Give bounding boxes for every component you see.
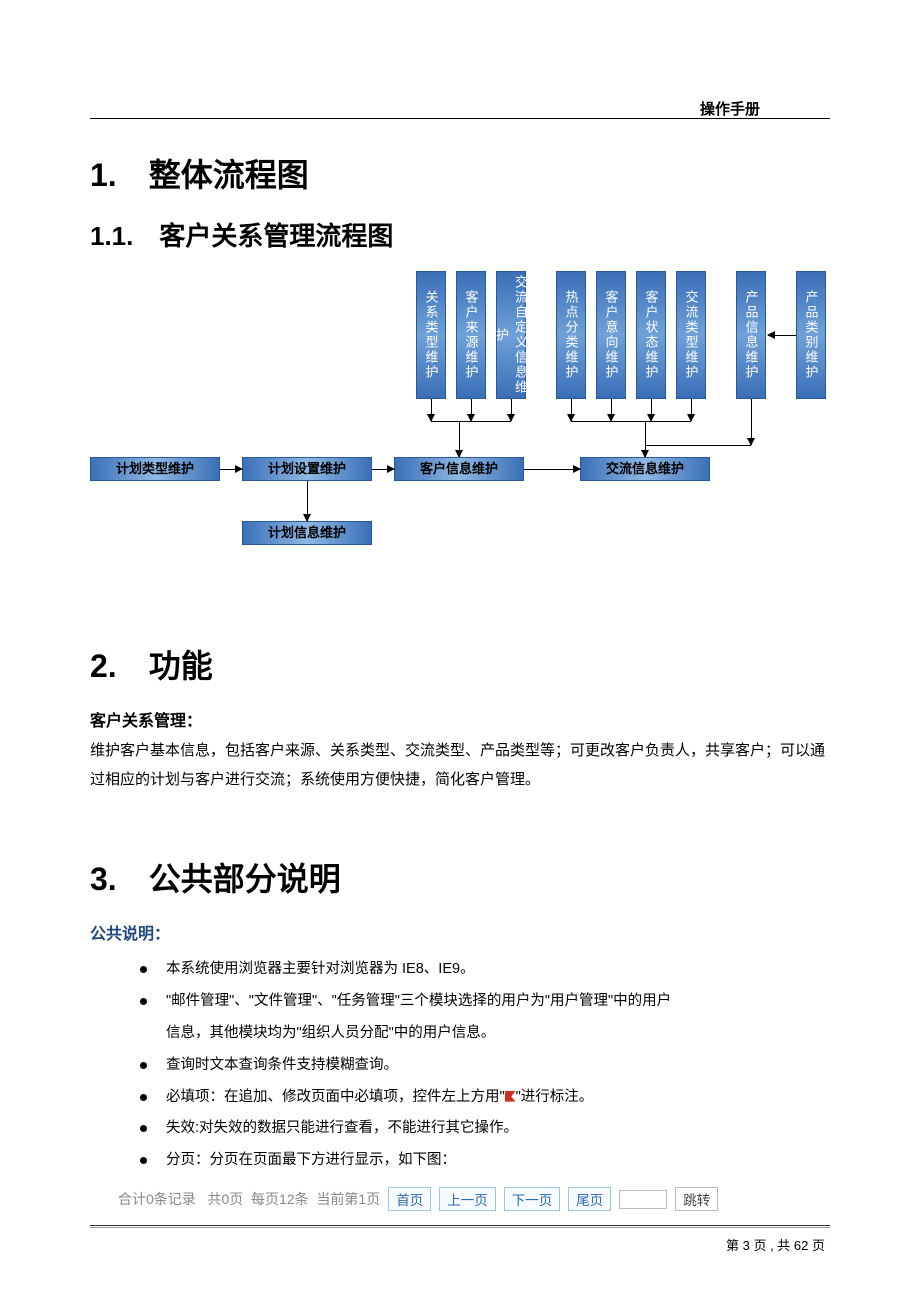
heading-3: 3. 公共部分说明 (90, 854, 830, 900)
pager-first-button[interactable]: 首页 (388, 1187, 431, 1211)
page-footer: 第 3 页 , 共 62 页 (726, 1235, 825, 1254)
flow-node-customer-source: 客户来源维护 (456, 271, 486, 399)
pager-jump-button[interactable]: 跳转 (675, 1187, 718, 1211)
flow-arrow-right (372, 469, 394, 470)
pager-label: 条 (295, 1191, 309, 1207)
list-item-text: 必填项：在追加、修改页面中必填项，控件左上方用" (166, 1089, 505, 1105)
footer-label: 页 , 共 (750, 1238, 794, 1253)
pager-label: 每页 (251, 1191, 279, 1207)
list-item: "邮件管理"、"文件管理"、"任务管理"三个模块选择的用户为"用户管理"中的用户… (140, 986, 830, 1050)
footer-label: 页 (808, 1238, 825, 1253)
pager-prev-button[interactable]: 上一页 (439, 1187, 496, 1211)
flow-connector (611, 399, 612, 421)
header-rule (90, 118, 830, 119)
footer-label: 第 (726, 1238, 743, 1253)
heading-1: 1. 整体流程图 (90, 150, 830, 196)
flow-arrow-down (307, 481, 308, 521)
flow-node-plan-info: 计划信息维护 (242, 521, 372, 545)
list-item-text: "邮件管理"、"文件管理"、"任务管理"三个模块选择的用户为"用户管理"中的用户 (166, 993, 671, 1009)
heading-2: 2. 功能 (90, 641, 830, 687)
pager-last-button[interactable]: 尾页 (568, 1187, 611, 1211)
pager-label: 条记录 (154, 1191, 196, 1207)
pager-label: 页 (366, 1191, 380, 1207)
flow-arrow-right (524, 469, 580, 470)
flow-arrow-down (459, 421, 460, 457)
list-item-text-tail: "进行标注。 (516, 1089, 594, 1105)
list-item: 本系统使用浏览器主要针对浏览器为 IE8、IE9。 (140, 954, 830, 986)
flow-arrow-right (220, 469, 242, 470)
pager-jump-input[interactable] (619, 1190, 667, 1209)
flow-node-customer-info: 客户信息维护 (394, 457, 524, 481)
section3-subhead: 公共说明： (90, 920, 830, 944)
footer-rule (90, 1225, 830, 1228)
pager-per-page: 12 (279, 1191, 295, 1207)
doc-header-title: 操作手册 (700, 98, 760, 119)
flow-node-product-info: 产品信息维护 (736, 271, 766, 399)
required-flag-icon (505, 1091, 516, 1102)
list-item: 失效:对失效的数据只能进行查看，不能进行其它操作。 (140, 1113, 830, 1145)
footer-total-pages: 62 (794, 1238, 808, 1253)
flow-arrow-down (645, 421, 646, 457)
flow-node-intention: 客户意向维护 (596, 271, 626, 399)
pager-next-button[interactable]: 下一页 (504, 1187, 561, 1211)
flow-node-relation-type: 关系类型维护 (416, 271, 446, 399)
footer-current-page: 3 (743, 1238, 750, 1253)
pager-label: 共 (207, 1191, 221, 1207)
flow-connector (691, 399, 692, 421)
public-notes-list: 本系统使用浏览器主要针对浏览器为 IE8、IE9。 "邮件管理"、"文件管理"、… (90, 954, 830, 1177)
document-page: 操作手册 1. 整体流程图 1.1. 客户关系管理流程图 关系类型维护 客户来源… (0, 0, 920, 1268)
flow-connector (571, 399, 572, 421)
flow-node-exchange-custom: 交流自定义信息维护 (496, 271, 526, 399)
flow-node-product-category: 产品类别维护 (796, 271, 826, 399)
flow-connector (645, 445, 751, 446)
list-item: 查询时文本查询条件支持模糊查询。 (140, 1050, 830, 1082)
list-item: 分页：分页在页面最下方进行显示，如下图： (140, 1145, 830, 1177)
flow-node-plan-setting: 计划设置维护 (242, 457, 372, 481)
flow-connector (431, 399, 432, 421)
pager-label: 当前第 (316, 1191, 358, 1207)
pager-summary: 合计0条记录 共0页 每页12条 当前第1页 (118, 1189, 380, 1209)
flow-connector (511, 399, 512, 421)
pager-total-records: 0 (146, 1191, 154, 1207)
section2-subhead: 客户关系管理： (90, 707, 830, 731)
flow-node-hotspot: 热点分类维护 (556, 271, 586, 399)
flow-connector (471, 399, 472, 421)
section2-paragraph: 维护客户基本信息，包括客户来源、关系类型、交流类型、产品类型等；可更改客户负责人… (90, 737, 830, 794)
list-item: 必填项：在追加、修改页面中必填项，控件左上方用" "进行标注。 (140, 1082, 830, 1114)
flow-node-exchange-type: 交流类型维护 (676, 271, 706, 399)
flow-node-exchange-info: 交流信息维护 (580, 457, 710, 481)
flow-node-status: 客户状态维护 (636, 271, 666, 399)
pagination-bar: 合计0条记录 共0页 每页12条 当前第1页 首页 上一页 下一页 尾页 跳转 (118, 1187, 830, 1211)
flow-connector (751, 399, 752, 445)
flow-node-plan-type: 计划类型维护 (90, 457, 220, 481)
list-item-text-cont: 信息，其他模块均为"组织人员分配"中的用户信息。 (166, 1025, 495, 1041)
crm-flowchart: 关系类型维护 客户来源维护 交流自定义信息维护 热点分类维护 客户意向维护 客户… (90, 271, 830, 581)
flow-connector (651, 399, 652, 421)
heading-1-1: 1.1. 客户关系管理流程图 (90, 216, 830, 253)
pager-label: 合计 (118, 1191, 146, 1207)
pager-label: 页 (229, 1191, 243, 1207)
flow-arrow-prodcat-to-prodinfo (768, 335, 796, 336)
flow-connector (571, 421, 691, 422)
